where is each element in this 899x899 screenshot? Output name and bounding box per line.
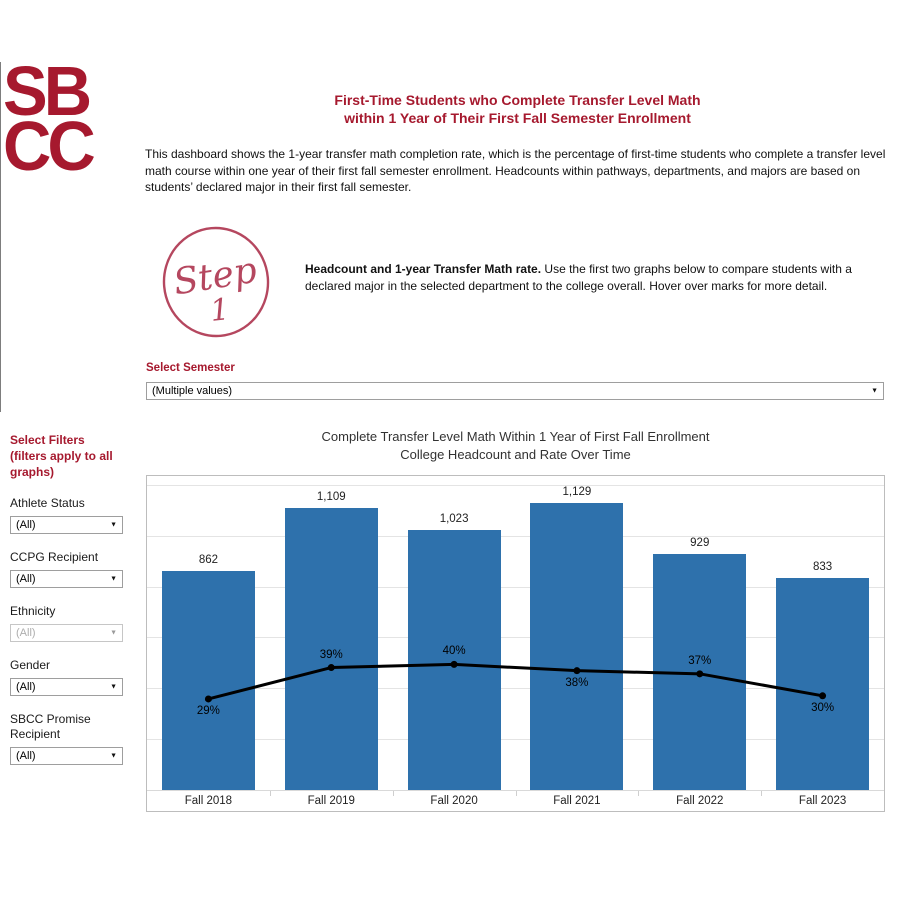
chevron-down-icon: ▼ xyxy=(110,575,117,583)
filter-dropdown-value-2: (All) xyxy=(16,627,36,639)
filters-title-line-2: (filters apply to all graphs) xyxy=(10,449,113,479)
semester-dropdown-value: (Multiple values) xyxy=(152,385,233,397)
bar-value-label: 1,129 xyxy=(562,486,592,498)
left-zone-divider xyxy=(0,62,1,412)
x-axis-tick xyxy=(761,791,762,796)
filter-dropdown-4[interactable]: (All) ▼ xyxy=(10,747,123,765)
rate-value-label: 30% xyxy=(811,701,835,714)
step-instructions-bold: Headcount and 1-year Transfer Math rate. xyxy=(305,262,542,276)
rate-value-label: 39% xyxy=(319,648,343,661)
x-axis-label-fall-2023: Fall 2023 xyxy=(798,795,847,807)
bar-fall-2021[interactable] xyxy=(530,503,623,790)
filter-label-3: Gender xyxy=(10,658,51,672)
gridline-1200 xyxy=(147,485,884,486)
filter-dropdown-value-4: (All) xyxy=(16,750,36,762)
page-title-line-2: within 1 Year of Their First Fall Semest… xyxy=(344,110,691,126)
filters-list: Athlete Status (All) ▼ CCPG Recipient (All) ▼… xyxy=(10,496,136,765)
step-instructions-body: Use the first two graphs below to compar… xyxy=(305,262,852,293)
filter-label-2: Ethnicity xyxy=(10,604,56,618)
gridline-800 xyxy=(147,587,884,588)
stamp-circle-icon xyxy=(162,226,270,338)
x-axis-tick xyxy=(638,791,639,796)
filter-dropdown-0[interactable]: (All) ▼ xyxy=(10,516,123,534)
bar-fall-2018[interactable] xyxy=(162,571,255,790)
rate-value-label: 38% xyxy=(565,676,589,689)
bar-value-label: 1,109 xyxy=(316,491,346,503)
page-title: First-Time Students who Complete Transfe… xyxy=(145,91,890,127)
chart-plot-area: 862 1,109 1,023 1,129 929 833 29% 39% 40% 38% 37% 3… xyxy=(147,476,884,790)
bar-value-label: 833 xyxy=(812,561,833,573)
chart-title-line-1: Complete Transfer Level Math Within 1 Ye… xyxy=(321,429,710,444)
filters-sidebar: Select Filters (filters apply to all gra… xyxy=(10,432,136,765)
chevron-down-icon: ▼ xyxy=(110,752,117,760)
x-axis-label-fall-2021: Fall 2021 xyxy=(553,795,601,807)
x-axis-tick xyxy=(393,791,394,796)
filter-dropdown-value-1: (All) xyxy=(16,573,36,585)
x-axis-tick xyxy=(270,791,271,796)
x-axis-label-fall-2022: Fall 2022 xyxy=(676,795,724,807)
gridline-1000 xyxy=(147,536,884,537)
filter-dropdown-1[interactable]: (All) ▼ xyxy=(10,570,123,588)
headcount-rate-chart: 862 1,109 1,023 1,129 929 833 29% 39% 40% 38% 37% 3… xyxy=(146,475,885,812)
chart-title-line-2: College Headcount and Rate Over Time xyxy=(400,446,631,462)
bar-value-label: 1,023 xyxy=(439,513,469,525)
chevron-down-icon: ▼ xyxy=(110,629,117,637)
rate-value-label: 29% xyxy=(196,704,220,717)
bar-value-label: 862 xyxy=(198,554,218,566)
x-axis-label-fall-2020: Fall 2020 xyxy=(430,795,478,807)
bar-fall-2019[interactable] xyxy=(285,508,378,790)
sbcc-logo: SB CC xyxy=(3,52,96,186)
chart-x-axis: Fall 2018 Fall 2019 Fall 2020 Fall 2021 Fall… xyxy=(147,790,884,811)
logo-line-1: SB xyxy=(3,52,92,131)
filter-dropdown-2[interactable]: (All) ▼ xyxy=(10,624,123,642)
semester-dropdown[interactable]: (Multiple values) ▼ xyxy=(146,382,884,400)
page-title-line-1: First-Time Students who Complete Transfe… xyxy=(334,92,701,108)
bar-fall-2020[interactable] xyxy=(408,530,501,790)
filter-dropdown-value-0: (All) xyxy=(16,519,36,531)
filters-sidebar-title: Select Filters (filters apply to all gra… xyxy=(10,432,136,480)
step-instructions: Headcount and 1-year Transfer Math rate.… xyxy=(305,261,877,294)
filter-label-0: Athlete Status xyxy=(10,496,85,510)
rate-value-label: 37% xyxy=(688,654,712,667)
filters-title-line-1: Select Filters xyxy=(10,433,85,447)
filter-dropdown-3[interactable]: (All) ▼ xyxy=(10,678,123,696)
bar-fall-2022[interactable] xyxy=(653,554,746,790)
logo-line-2: CC xyxy=(3,107,96,186)
dashboard-description: This dashboard shows the 1-year transfer… xyxy=(145,147,886,194)
x-axis-label-fall-2018: Fall 2018 xyxy=(184,795,233,807)
gridline-600 xyxy=(147,637,884,638)
filter-dropdown-value-3: (All) xyxy=(16,681,36,693)
x-axis-label-fall-2019: Fall 2019 xyxy=(307,795,355,807)
chevron-down-icon: ▼ xyxy=(110,521,117,529)
step-1-stamp: Step 1 xyxy=(160,226,272,338)
stamp-number: 1 xyxy=(209,292,232,329)
chevron-down-icon: ▼ xyxy=(110,683,117,691)
semester-filter-label: Select Semester xyxy=(146,362,235,374)
gridline-200 xyxy=(147,739,884,740)
gridline-400 xyxy=(147,688,884,689)
filter-label-1: CCPG Recipient xyxy=(10,550,99,564)
rate-line-series xyxy=(204,660,827,703)
x-axis-tick xyxy=(516,791,517,796)
chevron-down-icon: ▼ xyxy=(871,387,878,395)
bar-fall-2023[interactable] xyxy=(776,578,869,790)
rate-value-label: 40% xyxy=(442,645,466,658)
filter-label-4: SBCC Promise Recipient xyxy=(10,712,91,741)
bar-value-label: 929 xyxy=(690,537,710,549)
chart-title: Complete Transfer Level Math Within 1 Ye… xyxy=(147,428,884,463)
